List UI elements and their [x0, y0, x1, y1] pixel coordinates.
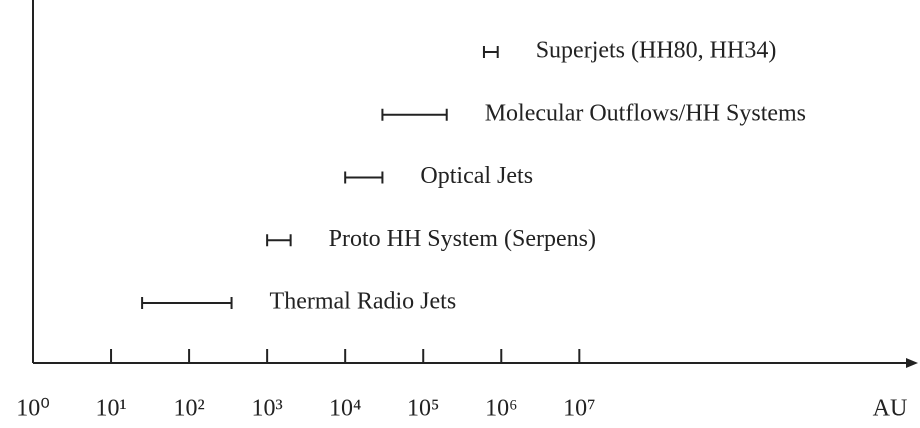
x-tick-label: 10⁶	[485, 396, 517, 422]
range-label: Molecular Outflows/HH Systems	[485, 100, 806, 126]
x-tick-label: 10²	[173, 396, 204, 422]
axis-arrow	[906, 358, 918, 368]
range-label: Thermal Radio Jets	[270, 289, 457, 315]
range-label: Optical Jets	[420, 163, 533, 189]
x-tick-label: 10⁷	[563, 396, 595, 422]
x-tick-label: 10³	[252, 396, 283, 422]
x-tick-label: 10⁴	[329, 396, 361, 422]
x-tick-label: 10⁵	[407, 396, 439, 422]
x-axis-label: AU	[873, 396, 908, 422]
x-tick-label: 10⁰	[16, 396, 50, 422]
x-tick-label: 10¹	[95, 396, 126, 422]
range-label: Proto HH System (Serpens)	[329, 226, 596, 252]
range-label: Superjets (HH80, HH34)	[536, 38, 777, 64]
